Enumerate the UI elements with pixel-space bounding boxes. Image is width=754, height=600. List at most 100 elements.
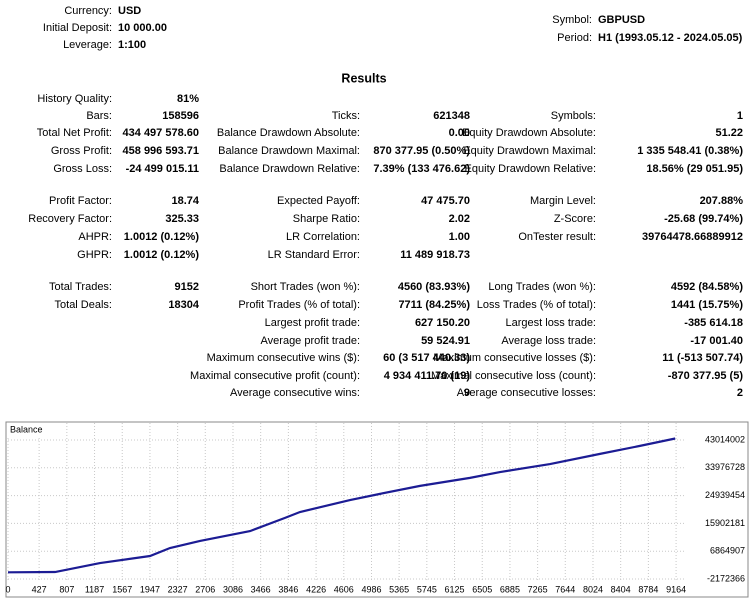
stat-value: 0.00 xyxy=(449,127,470,139)
stat-value: 870 377.95 (0.50%) xyxy=(373,145,470,157)
legend-label: Balance xyxy=(10,424,43,434)
stat-label: LR Standard Error: xyxy=(268,249,360,261)
x-tick-label: 427 xyxy=(32,584,47,594)
x-tick-label: 3466 xyxy=(251,584,271,594)
stat-value: 51.22 xyxy=(715,127,743,139)
y-tick-label: 33976728 xyxy=(705,462,745,472)
stat-value: 2.02 xyxy=(449,213,470,225)
stat-value: -870 377.95 (5) xyxy=(668,370,744,382)
stat-value: 1 xyxy=(737,110,743,122)
stat-label: Equity Drawdown Absolute: xyxy=(462,127,596,139)
stat-value: 207.88% xyxy=(700,195,744,207)
x-tick-label: 6125 xyxy=(445,584,465,594)
stat-value: 1.0012 (0.12%) xyxy=(124,249,200,261)
stat-value: 11 489 918.73 xyxy=(400,249,470,261)
stat-value: 4592 (84.58%) xyxy=(671,281,743,293)
x-tick-label: 1567 xyxy=(112,584,132,594)
x-tick-label: 4606 xyxy=(334,584,354,594)
stat-label: Maximum consecutive wins ($): xyxy=(207,352,360,364)
x-tick-label: 5365 xyxy=(389,584,409,594)
x-tick-label: 3086 xyxy=(223,584,243,594)
stat-value: 1.0012 (0.12%) xyxy=(124,231,200,243)
x-tick-label: 3846 xyxy=(278,584,298,594)
stat-label: Recovery Factor: xyxy=(28,213,112,225)
stat-value: 59 524.91 xyxy=(421,335,470,347)
x-tick-label: 1187 xyxy=(85,584,104,594)
field-label: Leverage: xyxy=(63,39,112,51)
field-label: Initial Deposit: xyxy=(43,22,112,34)
stat-label: Profit Trades (% of total): xyxy=(238,299,360,311)
stat-value: 434 497 578.60 xyxy=(123,127,199,139)
stat-value: 4 934 411.70 (19) xyxy=(384,370,471,382)
stat-label: Balance Drawdown Relative: xyxy=(219,163,360,175)
stat-value: 627 150.20 xyxy=(415,317,470,329)
stat-label: GHPR: xyxy=(77,249,112,261)
stat-label: OnTester result: xyxy=(518,231,596,243)
stat-value: 1441 (15.75%) xyxy=(671,299,743,311)
y-tick-label: 6864907 xyxy=(710,546,745,556)
stat-value: 18.74 xyxy=(171,195,199,207)
stat-value: 621348 xyxy=(433,110,470,122)
stat-label: Gross Loss: xyxy=(53,163,112,175)
stat-label: Average consecutive wins: xyxy=(230,387,360,399)
stat-label: Maximal consecutive loss (count): xyxy=(431,370,596,382)
stat-label: Balance Drawdown Maximal: xyxy=(218,145,360,157)
x-tick-label: 8404 xyxy=(611,584,631,594)
stat-label: Balance Drawdown Absolute: xyxy=(217,127,360,139)
stat-label: Largest loss trade: xyxy=(506,317,597,329)
field-label: Period: xyxy=(557,32,592,44)
stat-label: Maximum consecutive losses ($): xyxy=(433,352,596,364)
stat-label: Gross Profit: xyxy=(51,145,112,157)
results-title: Results xyxy=(341,71,386,85)
x-tick-label: 2706 xyxy=(195,584,215,594)
y-tick-label: -2172366 xyxy=(707,573,745,583)
stat-value: -385 614.18 xyxy=(684,317,743,329)
field-value: USD xyxy=(118,5,141,17)
x-tick-label: 8784 xyxy=(638,584,658,594)
stat-label: Loss Trades (% of total): xyxy=(477,299,596,311)
stat-value: 4560 (83.93%) xyxy=(398,281,470,293)
chart-frame xyxy=(5,421,749,598)
stat-value: 81% xyxy=(177,93,199,105)
stat-value: -25.68 (99.74%) xyxy=(664,213,743,225)
stat-label: AHPR: xyxy=(78,231,112,243)
stat-label: Z-Score: xyxy=(554,213,596,225)
stat-label: Long Trades (won %): xyxy=(488,281,596,293)
stat-value: 458 996 593.71 xyxy=(123,145,199,157)
x-tick-label: 807 xyxy=(59,584,74,594)
stat-label: Total Deals: xyxy=(55,299,112,311)
stat-label: Short Trades (won %): xyxy=(251,281,360,293)
x-tick-label: 7644 xyxy=(555,584,575,594)
stat-value: 39764478.66889912 xyxy=(642,231,743,243)
stat-label: Bars: xyxy=(86,110,112,122)
stat-value: 47 475.70 xyxy=(421,195,470,207)
stat-label: Total Net Profit: xyxy=(37,127,112,139)
stat-value: 1.00 xyxy=(449,231,470,243)
y-tick-label: 15902181 xyxy=(705,518,745,528)
x-tick-label: 4986 xyxy=(361,584,381,594)
field-value: 10 000.00 xyxy=(118,22,167,34)
stat-label: Margin Level: xyxy=(530,195,596,207)
stat-value: 1 335 548.41 (0.38%) xyxy=(637,145,743,157)
stat-label: Ticks: xyxy=(332,110,360,122)
stat-label: Average consecutive losses: xyxy=(457,387,596,399)
y-tick-label: 43014002 xyxy=(705,434,745,444)
field-value: 1:100 xyxy=(118,39,146,51)
stat-value: 7711 (84.25%) xyxy=(398,299,470,311)
stat-label: Expected Payoff: xyxy=(277,195,360,207)
stat-value: 158596 xyxy=(162,110,199,122)
stat-value: 7.39% (133 476.62) xyxy=(373,163,470,175)
stat-value: 60 (3 517 440.33) xyxy=(383,352,470,364)
x-tick-label: 6505 xyxy=(472,584,492,594)
balance-line xyxy=(7,437,676,574)
stat-value: 325.33 xyxy=(165,213,199,225)
stat-label: History Quality: xyxy=(37,93,112,105)
x-tick-label: 2327 xyxy=(168,584,188,594)
x-tick-label: 9164 xyxy=(666,584,686,594)
x-tick-label: 1947 xyxy=(140,584,160,594)
legend-box xyxy=(7,423,43,436)
stat-label: Average loss trade: xyxy=(501,335,596,347)
stat-value: 18304 xyxy=(168,299,199,311)
stat-value: 2 xyxy=(737,387,743,399)
